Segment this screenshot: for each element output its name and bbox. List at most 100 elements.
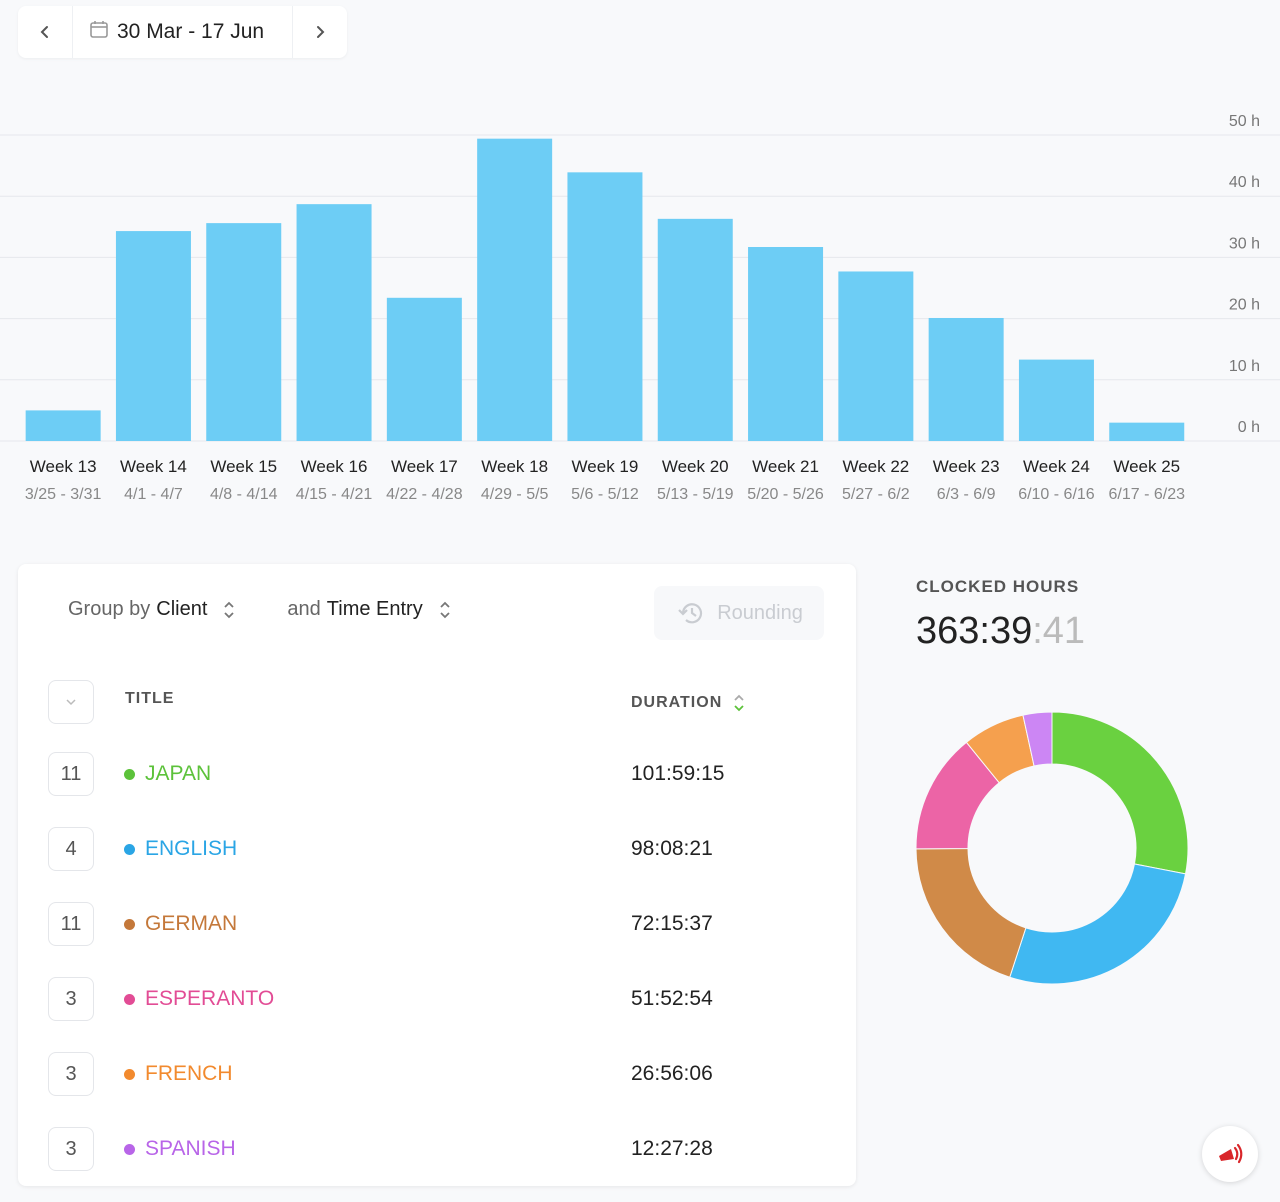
y-tick-label: 20 h [1229, 297, 1260, 314]
chart-bar[interactable] [296, 204, 372, 441]
table-header: TITLE DURATION [48, 680, 828, 726]
table-row[interactable]: 3 SPANISH 12:27:28 [48, 1127, 828, 1173]
entry-count-badge[interactable]: 4 [48, 827, 94, 871]
client-color-dot [124, 1068, 135, 1080]
x-tick-range-label: 5/6 - 5/12 [571, 486, 639, 503]
chart-bar[interactable] [25, 410, 101, 441]
x-tick-label: Week 19 [572, 457, 639, 476]
chart-bar[interactable] [838, 271, 914, 441]
client-title[interactable]: FRENCH [124, 1062, 233, 1086]
group-by-row: Group by Client and Time Entry [68, 598, 453, 621]
duration-value: 101:59:15 [631, 762, 725, 785]
chart-bar[interactable] [567, 172, 643, 441]
duration-value: 51:52:54 [631, 987, 713, 1010]
duration-value: 12:27:28 [631, 1137, 713, 1160]
x-tick-range-label: 5/27 - 6/2 [842, 486, 910, 503]
rounding-label: Rounding [717, 601, 803, 624]
duration-value: 98:08:21 [631, 837, 713, 860]
expand-all-toggle[interactable] [48, 680, 94, 724]
date-range-picker[interactable]: 30 Mar - 17 Jun [72, 6, 293, 58]
client-title[interactable]: ESPERANTO [124, 987, 274, 1011]
x-tick-label: Week 24 [1023, 457, 1090, 476]
x-tick-range-label: 3/25 - 3/31 [25, 486, 102, 503]
chart-bar[interactable] [386, 297, 462, 441]
y-tick-label: 50 h [1229, 113, 1260, 130]
chevron-down-icon [66, 699, 76, 706]
entry-count-badge[interactable]: 3 [48, 977, 94, 1021]
x-tick-label: Week 16 [301, 457, 368, 476]
x-tick-label: Week 22 [842, 457, 909, 476]
table-row[interactable]: 3 ESPERANTO 51:52:54 [48, 977, 828, 1023]
x-tick-range-label: 4/1 - 4/7 [124, 486, 183, 503]
donut-slice[interactable] [1051, 711, 1189, 875]
x-tick-range-label: 4/15 - 4/21 [296, 486, 373, 503]
x-tick-range-label: 6/17 - 6/23 [1109, 486, 1186, 503]
client-title[interactable]: GERMAN [124, 912, 237, 936]
duration-value: 72:15:37 [631, 912, 713, 935]
title-column-header: TITLE [125, 690, 175, 707]
chart-bar[interactable] [206, 223, 282, 441]
y-tick-label: 40 h [1229, 174, 1260, 191]
client-share-donut [915, 711, 1189, 985]
y-tick-label: 30 h [1229, 235, 1260, 252]
client-name: ESPERANTO [145, 987, 275, 1010]
x-tick-label: Week 23 [933, 457, 1000, 476]
group-by-time-entry-select[interactable]: and Time Entry [287, 598, 452, 621]
client-title[interactable]: ENGLISH [124, 837, 237, 861]
chart-bar[interactable] [928, 317, 1004, 441]
chart-bar[interactable] [115, 231, 191, 441]
x-tick-label: Week 15 [210, 457, 277, 476]
x-tick-range-label: 5/20 - 5/26 [747, 486, 824, 503]
client-title[interactable]: SPANISH [124, 1137, 236, 1161]
feedback-button[interactable] [1202, 1126, 1258, 1182]
clocked-hours-seconds: :41 [1032, 610, 1086, 652]
x-tick-label: Week 18 [481, 457, 548, 476]
chart-bar[interactable] [477, 138, 553, 441]
x-tick-range-label: 4/29 - 5/5 [481, 486, 549, 503]
rounding-button[interactable]: Rounding [654, 586, 824, 640]
x-tick-label: Week 14 [120, 457, 187, 476]
x-tick-label: Week 25 [1113, 457, 1180, 476]
table-row[interactable]: 3 FRENCH 26:56:06 [48, 1052, 828, 1098]
entry-count-badge[interactable]: 3 [48, 1127, 94, 1171]
entry-count-badge[interactable]: 3 [48, 1052, 94, 1096]
sort-icon [734, 694, 744, 712]
x-tick-range-label: 4/8 - 4/14 [210, 486, 278, 503]
client-color-dot [124, 768, 135, 780]
y-tick-label: 10 h [1229, 358, 1260, 375]
group-by-client-select[interactable]: Group by Client [68, 598, 237, 621]
client-name: ENGLISH [145, 837, 238, 860]
x-tick-label: Week 21 [752, 457, 819, 476]
entry-count-badge[interactable]: 11 [48, 752, 94, 796]
duration-header-label: DURATION [631, 694, 723, 711]
chart-bar[interactable] [1018, 359, 1094, 441]
chart-bar[interactable] [748, 246, 824, 441]
donut-slice[interactable] [915, 848, 1027, 978]
report-card: Group by Client and Time Entry Rounding [18, 564, 856, 1186]
chevron-right-icon[interactable] [293, 6, 347, 58]
entry-count-badge[interactable]: 11 [48, 902, 94, 946]
megaphone-icon [1219, 1143, 1243, 1164]
group-by-prefix: Group by [68, 598, 151, 620]
table-row[interactable]: 11 GERMAN 72:15:37 [48, 902, 828, 948]
chart-bar[interactable] [1109, 422, 1185, 441]
clocked-hours-value: 363:39:41 [916, 610, 1085, 653]
x-tick-range-label: 5/13 - 5/19 [657, 486, 734, 503]
clocked-hours-label: CLOCKED HOURS [916, 577, 1080, 596]
duration-value: 26:56:06 [631, 1062, 713, 1085]
table-row[interactable]: 4 ENGLISH 98:08:21 [48, 827, 828, 873]
duration-column-header[interactable]: DURATION [631, 692, 746, 714]
client-title[interactable]: JAPAN [124, 762, 211, 786]
client-name: GERMAN [145, 912, 238, 935]
client-color-dot [124, 1143, 135, 1155]
donut-slice[interactable] [1009, 863, 1187, 985]
calendar-icon [89, 19, 109, 45]
weekly-hours-chart: 0 h 10 h 20 h 30 h 40 h 50 h Week 13 3/25 - 3/3… [0, 100, 1280, 520]
chart-bar[interactable] [657, 218, 733, 441]
table-row[interactable]: 11 JAPAN 101:59:15 [48, 752, 828, 798]
donut-slice[interactable] [1022, 711, 1053, 767]
group-by-value: Client [156, 598, 208, 620]
date-range-nav: 30 Mar - 17 Jun [18, 6, 347, 58]
chevron-left-icon[interactable] [18, 6, 72, 58]
